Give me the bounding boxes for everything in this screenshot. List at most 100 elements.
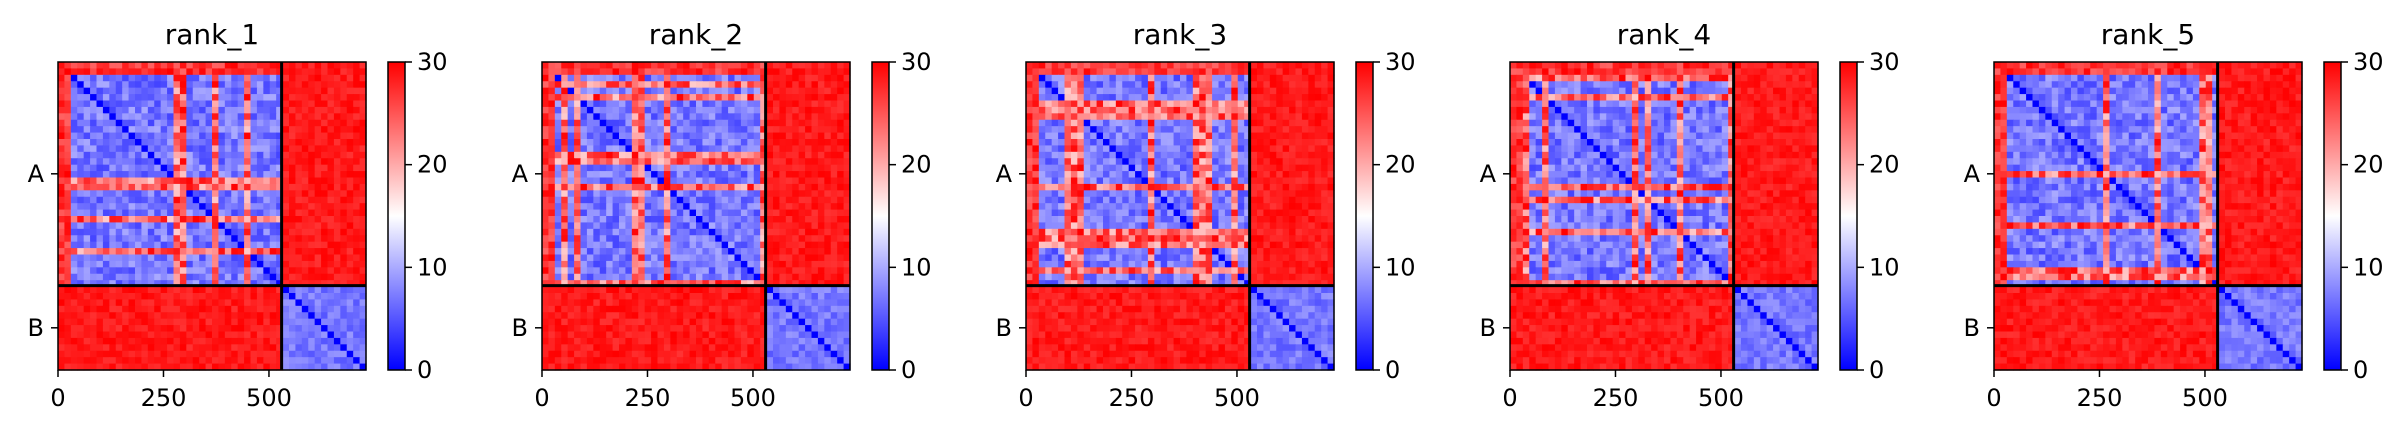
heatmap-cell	[805, 68, 813, 76]
heatmap-cell	[606, 183, 614, 191]
heatmap-cell	[734, 119, 742, 127]
heatmap-cell	[96, 87, 104, 95]
heatmap-cell	[811, 228, 819, 236]
heatmap-cell	[308, 126, 316, 134]
heatmap-cell	[70, 337, 78, 345]
heatmap-cell	[83, 139, 91, 147]
heatmap-cell	[186, 171, 194, 179]
heatmap-cell	[333, 344, 341, 352]
heatmap-cell	[702, 62, 710, 70]
heatmap-cell	[638, 119, 646, 127]
heatmap-cell	[548, 312, 556, 320]
heatmap-cell	[295, 312, 303, 320]
heatmap-cell	[333, 254, 341, 262]
heatmap-cell	[231, 132, 239, 140]
heatmap-cell	[179, 235, 187, 243]
heatmap-cell	[154, 190, 162, 198]
heatmap-cell	[231, 81, 239, 89]
heatmap-cell	[256, 267, 264, 275]
heatmap-cell	[554, 344, 562, 352]
heatmap-cell	[224, 126, 232, 134]
heatmap-cell	[817, 158, 825, 166]
heatmap-cell	[612, 299, 620, 307]
heatmap-cell	[792, 267, 800, 275]
heatmap-cell	[805, 337, 813, 345]
heatmap-cell	[321, 363, 329, 371]
heatmap-cell	[586, 273, 594, 281]
heatmap-cell	[1308, 74, 1316, 82]
heatmap-cell	[147, 74, 155, 82]
heatmap-cell	[715, 203, 723, 211]
heatmap-cell	[173, 113, 181, 121]
heatmap-cell	[359, 164, 367, 172]
heatmap-cell	[115, 62, 123, 70]
heatmap-cell	[250, 254, 258, 262]
heatmap-cell	[554, 312, 562, 320]
heatmap-cell	[70, 241, 78, 249]
heatmap-cell	[696, 158, 704, 166]
heatmap-cell	[199, 139, 207, 147]
heatmap-cell	[747, 196, 755, 204]
heatmap-cell	[773, 350, 781, 358]
heatmap-cell	[314, 190, 322, 198]
heatmap-cell	[676, 299, 684, 307]
heatmap-cell	[811, 235, 819, 243]
heatmap-cell	[96, 280, 104, 288]
heatmap-cell	[314, 331, 322, 339]
heatmap-cell	[90, 177, 98, 185]
heatmap-cell	[276, 177, 284, 185]
heatmap-cell	[760, 196, 768, 204]
heatmap-cell	[728, 196, 736, 204]
heatmap-cell	[135, 267, 143, 275]
heatmap-cell	[333, 209, 341, 217]
heatmap-cell	[1045, 62, 1053, 70]
heatmap-cell	[1250, 74, 1258, 82]
heatmap-cell	[811, 106, 819, 114]
heatmap-cell	[90, 145, 98, 153]
heatmap-cell	[683, 344, 691, 352]
heatmap-cell	[779, 299, 787, 307]
heatmap-cell	[561, 62, 569, 70]
heatmap-cell	[638, 126, 646, 134]
heatmap-cell	[619, 126, 627, 134]
heatmap-cell	[766, 100, 774, 108]
heatmap-cell	[244, 235, 252, 243]
heatmap-cell	[231, 190, 239, 198]
heatmap-cell	[102, 357, 110, 365]
heatmap-cell	[218, 325, 226, 333]
heatmap-cell	[811, 337, 819, 345]
heatmap-cell	[567, 94, 575, 102]
heatmap-cell	[811, 280, 819, 288]
heatmap-cell	[256, 248, 264, 256]
heatmap-cell	[237, 216, 245, 224]
heatmap-cell	[734, 299, 742, 307]
heatmap-cell	[173, 228, 181, 236]
heatmap-cell	[625, 106, 633, 114]
heatmap-cell	[824, 203, 832, 211]
heatmap-cell	[205, 139, 213, 147]
heatmap-cell	[689, 357, 697, 365]
heatmap-cell	[58, 119, 66, 127]
heatmap-cell	[567, 190, 575, 198]
heatmap-cell	[830, 344, 838, 352]
heatmap-cell	[205, 132, 213, 140]
heatmap-cell	[792, 235, 800, 243]
heatmap-cell	[638, 81, 646, 89]
heatmap-cell	[289, 286, 297, 294]
heatmap-cell	[333, 273, 341, 281]
heatmap-cell	[593, 177, 601, 185]
heatmap-cell	[580, 337, 588, 345]
heatmap-cell	[64, 260, 72, 268]
heatmap-cell	[599, 100, 607, 108]
heatmap-cell	[542, 158, 550, 166]
heatmap-cell	[256, 350, 264, 358]
heatmap-cell	[657, 87, 665, 95]
heatmap-cell	[346, 254, 354, 262]
heatmap-cell	[192, 254, 200, 262]
heatmap-cell	[811, 350, 819, 358]
heatmap-cell	[102, 119, 110, 127]
heatmap-cell	[147, 190, 155, 198]
heatmap-cell	[619, 318, 627, 326]
heatmap-cell	[115, 280, 123, 288]
heatmap-cell	[244, 113, 252, 121]
